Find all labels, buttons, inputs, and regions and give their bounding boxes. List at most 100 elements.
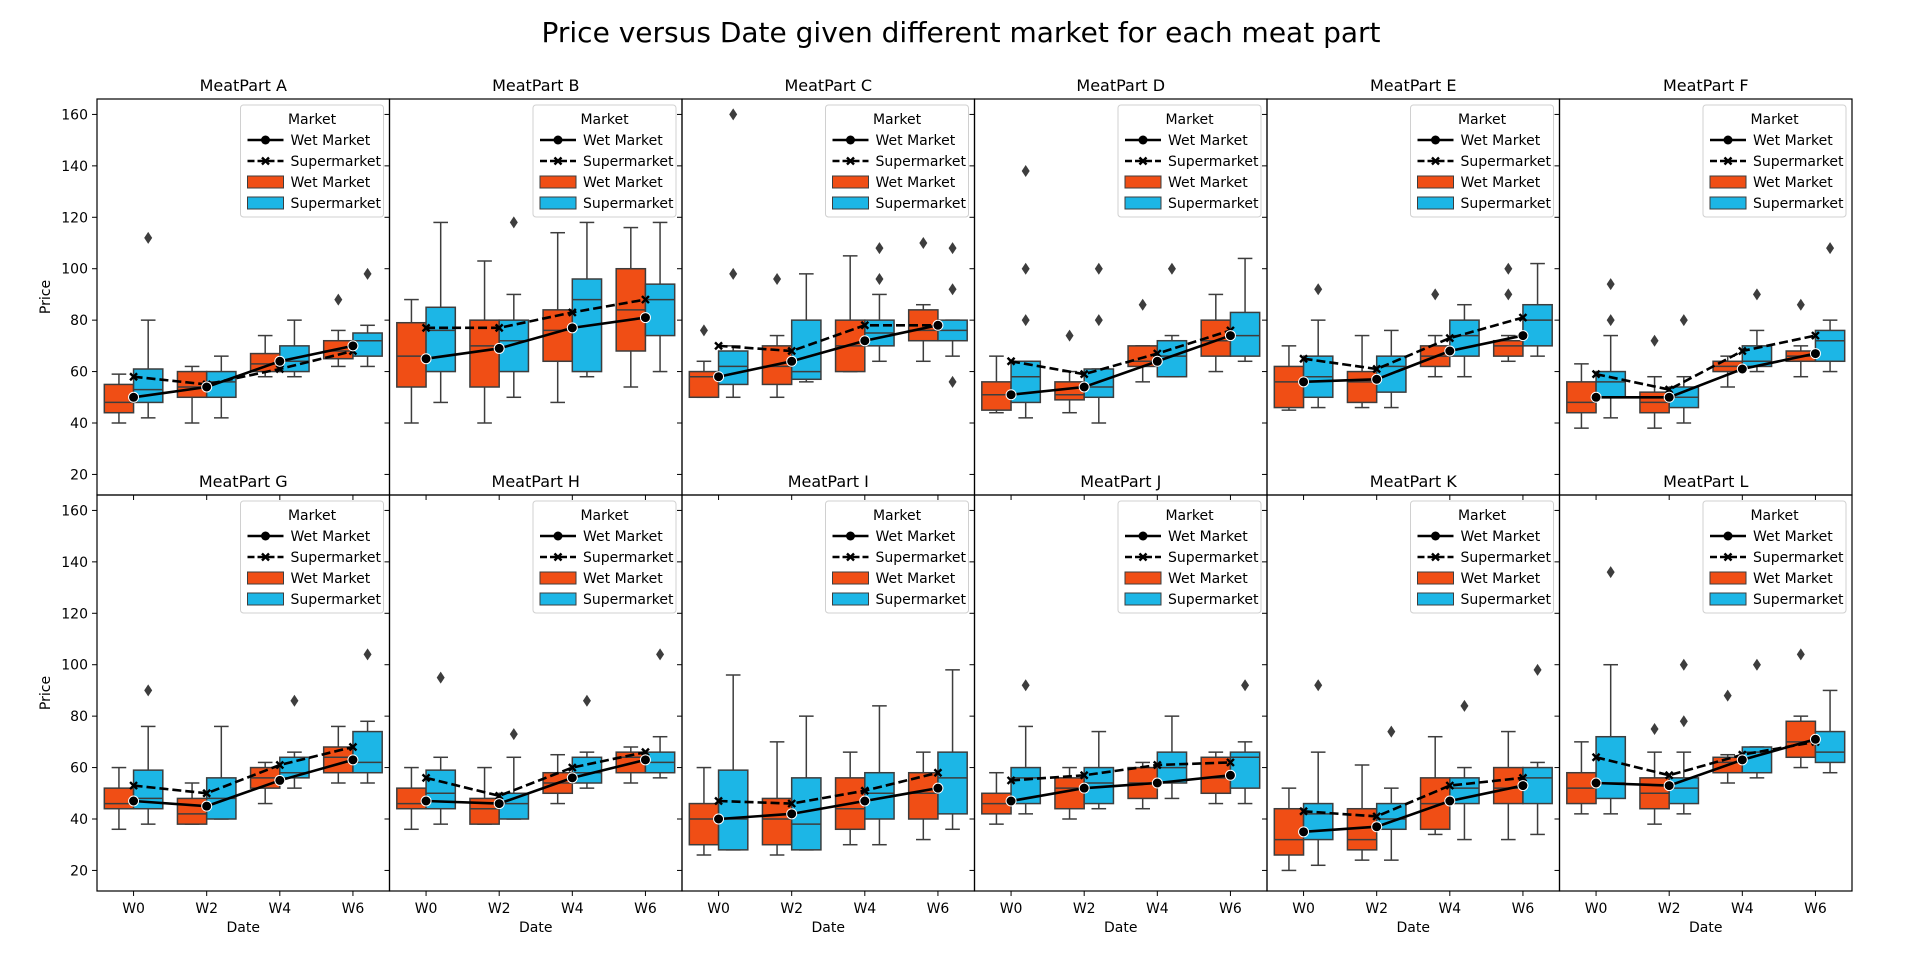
- box-supermarket-w4: [864, 705, 895, 846]
- outlier-point: [1065, 329, 1074, 342]
- legend-label: Supermarket: [583, 550, 674, 566]
- panel-title: MeatPart B: [492, 76, 579, 95]
- outlier-point: [948, 242, 957, 255]
- box-wet-market-w0: [103, 373, 135, 424]
- point-supermarket: [1518, 313, 1528, 322]
- x-tick-label: W4: [268, 901, 291, 917]
- outlier-point: [875, 242, 884, 255]
- series-line-supermarket: [133, 745, 354, 795]
- outlier-point: [1679, 715, 1688, 728]
- legend-frame: [1117, 500, 1262, 614]
- panel-title: MeatPart E: [1370, 76, 1457, 95]
- box-wet-market-w0: [396, 766, 427, 831]
- legend-marker-x: [1431, 156, 1440, 166]
- outlier-point: [1021, 314, 1030, 327]
- panel-meatpart-a: MeatPart A 20 40 60 80 100 120 140 160 Price Marke…: [38, 76, 391, 500]
- x-tick-label: W0: [415, 901, 438, 917]
- legend-swatch: [1124, 175, 1162, 189]
- series-line-wet-market: [1303, 784, 1524, 834]
- point-supermarket: [494, 323, 504, 333]
- legend: Market Wet Market Supermarket Wet Market Sup…: [825, 104, 969, 218]
- series-line-supermarket: [1010, 329, 1231, 376]
- legend-swatch: [539, 571, 577, 585]
- legend-swatch: [1417, 571, 1454, 585]
- outlier-point: [1167, 262, 1176, 275]
- y-axis-label: Price: [38, 676, 54, 710]
- legend-marker-x: [1138, 156, 1148, 166]
- panel-meatpart-k: MeatPart K W0 W2 W4 W6 Date Market Wet Market Su…: [1262, 472, 1561, 936]
- legend-swatch: [1709, 175, 1747, 189]
- point-supermarket: [860, 320, 870, 330]
- legend-marker-x: [1138, 552, 1148, 562]
- point-supermarket: [567, 308, 577, 317]
- box-wet-market-w0: [688, 766, 720, 856]
- legend-frame: [1410, 104, 1554, 218]
- box-supermarket-w2: [790, 715, 822, 851]
- x-axis-label: Date: [1689, 920, 1722, 936]
- legend: Market Wet Market Supermarket Wet Market Sup…: [1117, 500, 1262, 614]
- legend-label: Wet Market: [1168, 133, 1248, 149]
- box-body: [644, 283, 676, 337]
- point-wet-market: [1371, 373, 1383, 385]
- series-line-supermarket: [718, 771, 939, 805]
- legend: Market Wet Market Supermarket Wet Market Sup…: [1410, 104, 1554, 218]
- box-supermarket-w4: [571, 221, 603, 378]
- point-supermarket: [1152, 349, 1162, 358]
- x-tick-label: W6: [927, 901, 950, 917]
- point-supermarket: [1664, 770, 1674, 780]
- box-supermarket-w0: [717, 108, 749, 399]
- box-supermarket-w6: [1814, 242, 1846, 373]
- point-supermarket: [641, 295, 650, 304]
- point-wet-market: [1663, 391, 1675, 403]
- point-wet-market: [1298, 376, 1310, 388]
- panel-title: MeatPart G: [199, 472, 288, 491]
- outlier-point: [656, 648, 665, 661]
- x-axis-label: Date: [1104, 920, 1137, 936]
- y-tick-label: 60: [70, 761, 88, 777]
- legend-marker-x: [1723, 552, 1733, 562]
- y-tick-label: 120: [61, 210, 88, 226]
- legend-label: Wet Market: [876, 133, 956, 149]
- box-wet-market-w2: [176, 365, 208, 424]
- series-line-wet-market: [718, 324, 939, 378]
- legend-label: Wet Market: [1753, 175, 1833, 191]
- point-wet-market: [1809, 733, 1821, 745]
- x-tick-label: W6: [634, 901, 657, 917]
- outlier-point: [290, 694, 299, 707]
- legend: Market Wet Market Supermarket Wet Market Sup…: [1117, 104, 1262, 218]
- legend-title: Market: [1165, 112, 1214, 128]
- outlier-point: [1679, 658, 1688, 671]
- legend-swatch: [247, 196, 284, 210]
- legend-swatch: [832, 196, 869, 210]
- point-supermarket: [1591, 752, 1601, 762]
- outlier-point: [1021, 165, 1030, 177]
- x-tick-label: W6: [1804, 901, 1827, 917]
- legend-marker-x: [553, 552, 563, 562]
- point-wet-market: [1298, 826, 1310, 838]
- point-wet-market: [1371, 821, 1383, 833]
- legend-label: Supermarket: [876, 154, 967, 170]
- legend: Market Wet Market Supermarket Wet Market Sup…: [240, 500, 384, 614]
- point-wet-market: [128, 391, 140, 403]
- series-line-supermarket: [1010, 761, 1231, 782]
- box-body: [352, 730, 383, 774]
- legend-swatch: [1709, 592, 1747, 606]
- x-tick-label: W2: [1365, 901, 1388, 917]
- box-supermarket-w4: [1741, 288, 1773, 373]
- panel-title: MeatPart I: [788, 472, 869, 491]
- legend-label: Wet Market: [1461, 133, 1541, 149]
- point-wet-market: [713, 371, 725, 383]
- outlier-point: [773, 273, 782, 285]
- panel-title: MeatPart D: [1076, 76, 1165, 95]
- point-wet-market: [493, 798, 505, 810]
- x-tick-label: W2: [780, 901, 803, 917]
- box-supermarket-w2: [1668, 658, 1700, 815]
- point-supermarket: [1152, 760, 1162, 770]
- series-line-wet-market: [133, 344, 354, 399]
- box-wet-market-w2: [1054, 329, 1085, 414]
- point-wet-market: [566, 322, 578, 334]
- figure-title: Price versus Date given different market…: [541, 16, 1380, 49]
- panel-meatpart-h: MeatPart H W0 W2 W4 W6 Date Market Wet Market Su…: [384, 472, 683, 936]
- series-line-supermarket: [1595, 334, 1816, 391]
- box-wet-market-w4: [1419, 735, 1451, 836]
